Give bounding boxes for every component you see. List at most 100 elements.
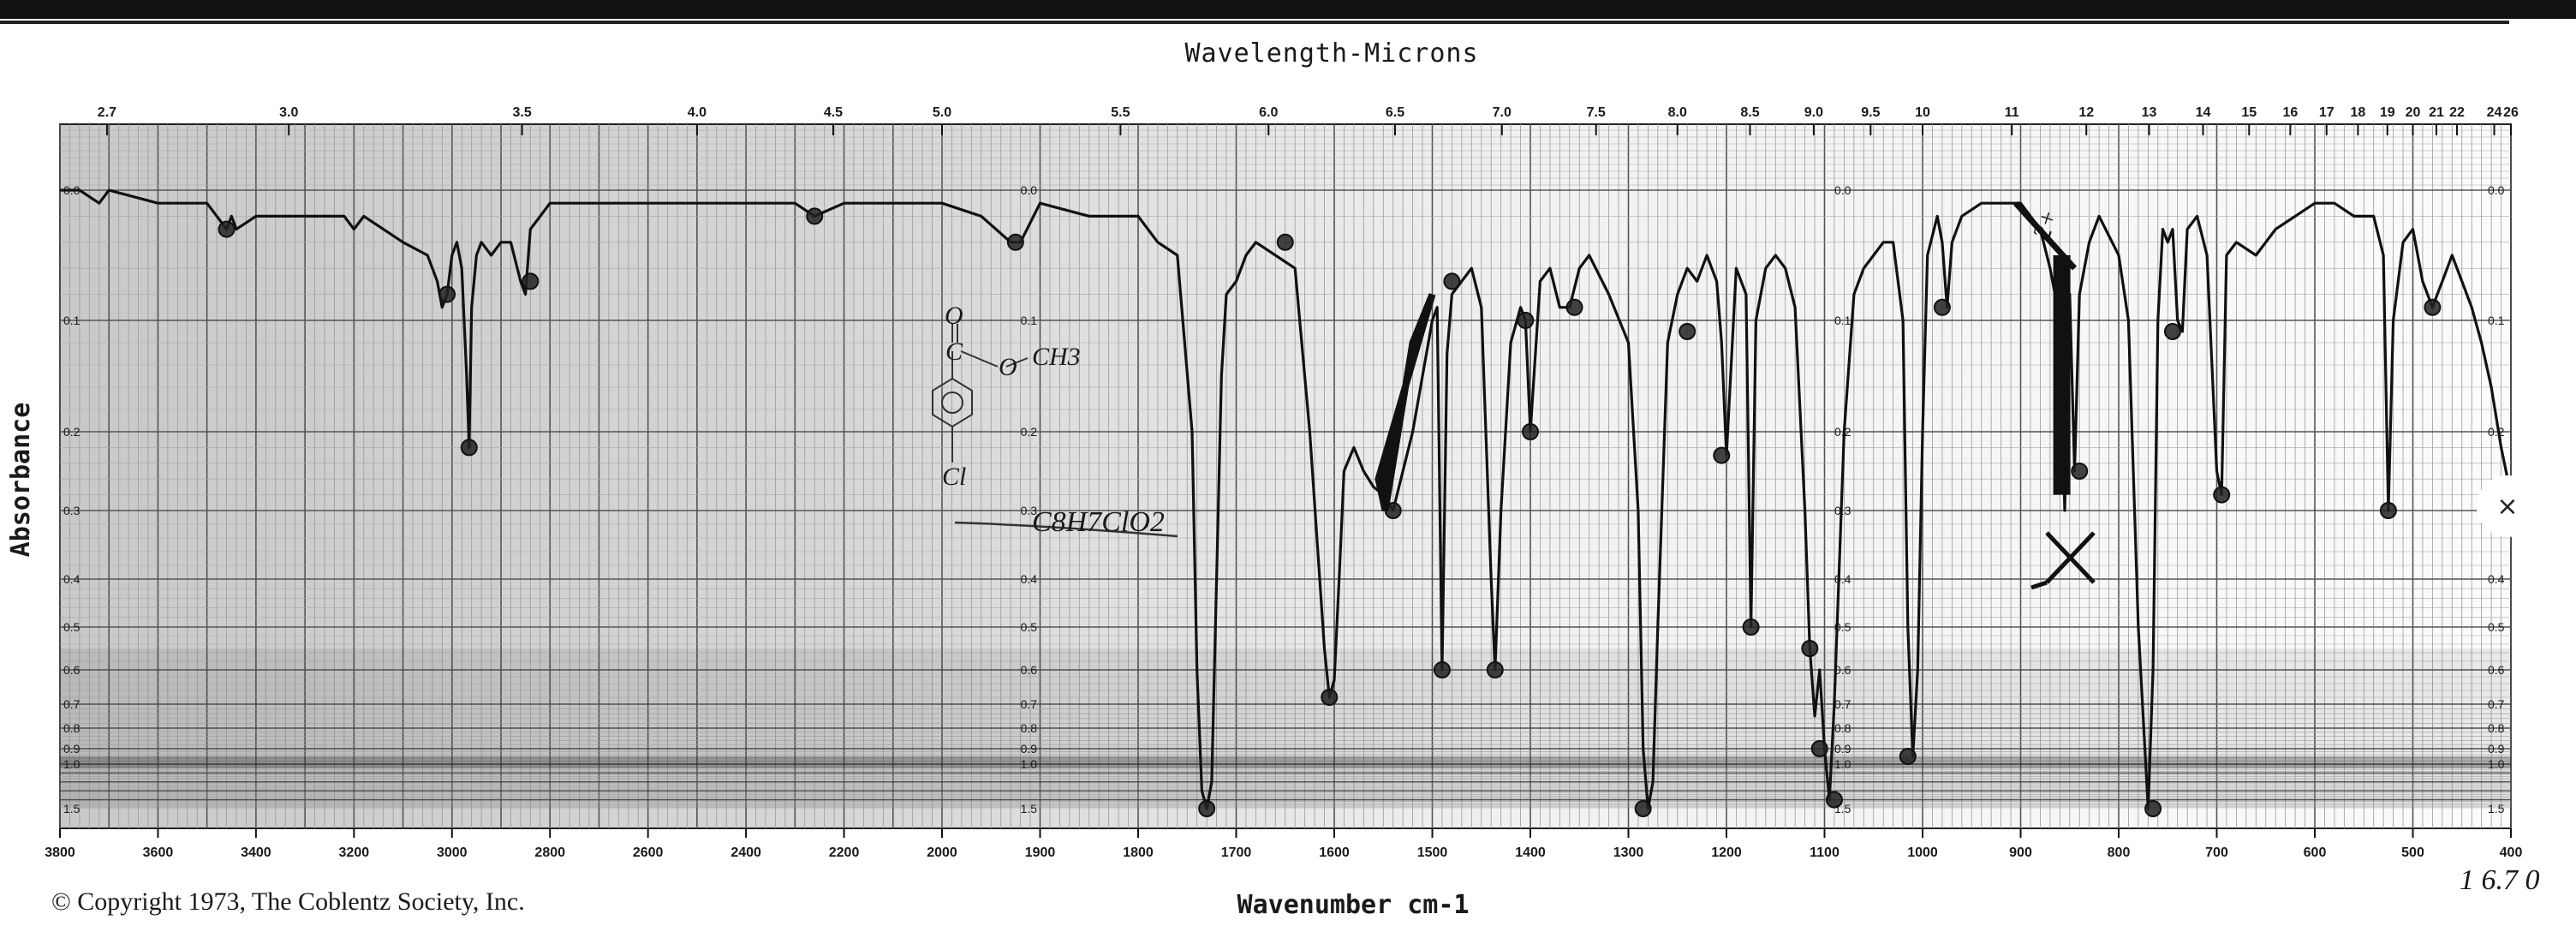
bottom-tick-label: 400 (2500, 845, 2523, 860)
left-tick-label: 0.5 (63, 620, 80, 634)
left-tick-label: 0.9 (63, 742, 80, 756)
right-tick-label: 0.5 (2488, 620, 2505, 634)
top-border (0, 0, 2576, 19)
mid-tick-label: 0.2 (1021, 425, 1038, 439)
top-tick-label: 17 (2319, 105, 2334, 120)
peak-marker (2213, 486, 2231, 504)
right-tick-label: 0.6 (2488, 663, 2505, 677)
top-tick-label: 4.0 (688, 105, 707, 120)
left-tick-label: 0.2 (63, 425, 80, 439)
top-tick-label: 7.0 (1493, 105, 1512, 120)
top-tick-label: 2.7 (98, 105, 116, 120)
bottom-tick-label: 1900 (1025, 845, 1056, 860)
mid-tick-label: 0.3 (1834, 504, 1852, 517)
band-shade-rect (60, 648, 2511, 809)
peak-marker (2071, 463, 2089, 480)
mid-tick-label: 0.8 (1021, 721, 1038, 735)
right-tick-label: 0.7 (2488, 697, 2505, 711)
structure-oxygen-ester: O (999, 353, 1017, 381)
x-axis-label: Wavenumber cm-1 (1237, 890, 1470, 920)
mid-tick-label: 0.0 (1021, 183, 1038, 197)
peak-marker (1742, 618, 1760, 636)
right-tick-label: 0.0 (2488, 183, 2505, 197)
spectrum-line (60, 188, 2513, 810)
bottom-tick-label: 1600 (1319, 845, 1350, 860)
mid-tick-label: 0.7 (1021, 697, 1038, 711)
peak-marker (1198, 800, 1216, 817)
copyright-text: © Copyright 1973, The Coblentz Society, … (51, 887, 525, 916)
mid-tick-label: 0.8 (1834, 721, 1852, 735)
top-tick-label: 5.5 (1111, 105, 1130, 120)
annotation-stroke (2013, 200, 2078, 271)
top-tick-label: 5.0 (933, 105, 951, 120)
shaded-band (1374, 293, 1436, 511)
mid-tick-label: 0.4 (1021, 572, 1038, 586)
left-tick-label: 1.5 (63, 802, 80, 816)
right-tick-label: 0.1 (2488, 314, 2505, 327)
mid-tick-label: 1.0 (1834, 757, 1852, 771)
mid-tick-label: 0.1 (1834, 314, 1852, 327)
bottom-tick-label: 1000 (1907, 845, 1938, 860)
peak-marker (460, 439, 478, 457)
peak-marker (1006, 233, 1024, 251)
bottom-tick-label: 1800 (1123, 845, 1154, 860)
bottom-tick-label: 800 (2108, 845, 2131, 860)
left-tick-label: 0.3 (63, 504, 80, 517)
mid-tick-label: 0.0 (1834, 183, 1852, 197)
top-tick-label: 8.0 (1668, 105, 1687, 120)
left-tick-label: 0.4 (63, 572, 80, 586)
bottom-tick-label: 1100 (1810, 845, 1840, 860)
left-axis-absorbance: 0.00.10.20.30.40.50.60.70.80.91.01.50.00… (63, 183, 1852, 816)
top-tick-label: 12 (2078, 105, 2094, 120)
peak-marker (2424, 298, 2442, 316)
bottom-axis-wavenumber: 3800 3600 3400 3200 3000 2800 2600 2400 2200 2000… (45, 828, 2522, 860)
bottom-tick-label: 1700 (1221, 845, 1252, 860)
top-tick-label: 18 (2350, 105, 2365, 120)
structure-chlorine: Cl (942, 463, 966, 491)
top-tick-label: 15 (2241, 105, 2257, 120)
top-tick-label: 20 (2406, 105, 2421, 120)
y-axis-label: Absorbance (6, 403, 36, 558)
mid-tick-label: 0.1 (1021, 314, 1038, 327)
peak-marker (1933, 298, 1951, 316)
bottom-tick-label: 1500 (1417, 845, 1448, 860)
top-tick-label: 3.0 (279, 105, 298, 120)
top-tick-label: 21 (2429, 105, 2444, 120)
peak-marker (1443, 272, 1461, 290)
top-axis-wavelength: 2.7 3.0 3.5 4.0 4.5 5.0 5.5 6.0 6.5 7.0 7.5 8.0 8.5 9… (98, 105, 2519, 135)
top-tick-label: 6.0 (1259, 105, 1278, 120)
peak-marker (1522, 423, 1539, 440)
top-tick-label: 19 (2380, 105, 2395, 120)
bottom-tick-label: 900 (2009, 845, 2032, 860)
bottom-tick-label: 1300 (1613, 845, 1644, 860)
bottom-tick-label: 2000 (927, 845, 957, 860)
peak-marker (1801, 640, 1819, 657)
structure-carbon: C (945, 338, 963, 366)
mid-tick-label: 0.7 (1834, 697, 1852, 711)
top-tick-label: 24 (2487, 105, 2502, 120)
peak-marker (438, 285, 456, 303)
bottom-tick-label: 2800 (534, 845, 565, 860)
mid-tick-label: 0.4 (1834, 572, 1852, 586)
chart-title: Wavelength-Microns (1184, 39, 1478, 69)
grid-lines (59, 124, 2512, 828)
right-tick-label: 0.2 (2488, 425, 2505, 439)
peak-marker (1634, 800, 1652, 817)
page-note: 1 6.7 0 (2460, 864, 2540, 896)
peak-marker (1679, 323, 1696, 340)
left-tick-label: 1.0 (63, 757, 80, 771)
bottom-tick-label: 2600 (633, 845, 664, 860)
top-tick-label: 8.5 (1740, 105, 1759, 120)
bottom-tick-label: 700 (2205, 845, 2228, 860)
mid-tick-label: 0.9 (1834, 742, 1852, 756)
mid-tick-label: 1.5 (1021, 802, 1038, 816)
bottom-tick-label: 500 (2401, 845, 2424, 860)
top-tick-label: 13 (2142, 105, 2157, 120)
top-tick-label: 22 (2449, 105, 2465, 120)
mid-tick-label: 0.3 (1021, 504, 1038, 517)
close-button[interactable]: × (2477, 475, 2538, 537)
mid-tick-label: 0.6 (1834, 663, 1852, 677)
bottom-tick-label: 2200 (829, 845, 860, 860)
peak-marker (1321, 689, 1339, 706)
